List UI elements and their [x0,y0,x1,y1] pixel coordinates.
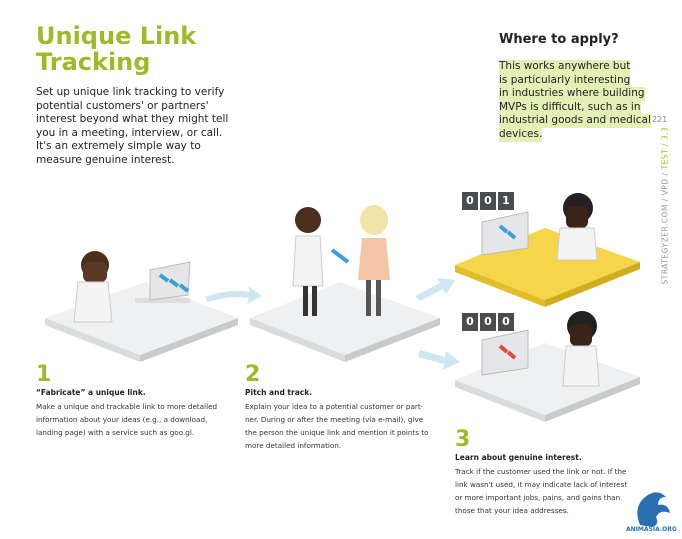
page-number: 221 [652,115,668,124]
sidebar-line: MVPs is difficult, such as in [499,100,641,115]
sidebar-line: is particularly interesting [499,73,631,88]
laptop [481,211,529,256]
step-line: information about your ideas (e.g., a do… [36,415,208,424]
platform-side [140,318,238,362]
intro-line: potential customers' or partners' [36,99,209,112]
leg [376,280,381,316]
step-line: ner. During or after the meeting (via e-… [245,415,424,424]
counter-digit: 0 [480,192,496,210]
sidebar-line: in industries where building [499,87,645,101]
step-heading: Pitch and track. [245,388,313,397]
sidebar-heading: Where to apply? [499,32,619,47]
step-line: Track if the customer used the link or n… [455,467,627,476]
coat [556,227,598,261]
intro-line: It's an extremely simple way to [36,140,201,153]
desk [135,298,190,303]
sidebar-line: This works anywhere but [499,60,631,74]
body [358,238,390,280]
intro-line: interest beyond what they might tell [36,113,229,126]
platform-side [545,377,640,422]
platform-side [455,265,545,307]
breadcrumb-part: TEST / 3.3 [660,126,670,170]
chain-link [330,248,350,264]
leg [312,286,317,316]
chain-link [498,224,517,240]
step-line: more detailed information. [245,441,342,450]
sidebar-line: devices. [499,128,543,142]
platform-side [45,318,140,362]
chain-link [158,273,190,293]
arrow [415,278,455,301]
face [83,262,107,282]
step-line: Explain your idea to a potential custome… [245,402,424,411]
face [570,324,592,346]
counter-digit: 0 [480,313,496,331]
chain-link [498,344,517,360]
step-line: Make a unique and trackable link to more… [36,402,218,411]
arrow [418,350,460,370]
counter-digit: 1 [498,192,514,210]
platform [250,282,440,355]
leg [366,280,371,316]
platform-side [545,262,640,307]
head [360,205,388,235]
counter-digit: 0 [498,313,514,331]
step-line: link wasn't used, it may indicate lack o… [455,480,628,489]
step-line: landing page) with a service such as goo… [36,428,195,437]
coat [292,235,324,287]
platform-side [250,318,345,362]
step-line: or more important jobs, pains, and gains… [455,493,621,502]
arrow [205,286,262,304]
step-number: 1 [36,362,52,387]
breadcrumb-part: STRATEGYZER.COM / VPD / [660,169,670,285]
watermark-logo [637,492,670,527]
intro-line: you in a meeting, interview, or call. [36,126,223,139]
title: Unique Link [36,22,197,50]
step-number: 3 [455,427,471,452]
title: Tracking [36,48,151,76]
coat [73,281,113,323]
counter-digit: 0 [462,313,478,331]
step-heading: “Fabricate” a unique link. [36,388,146,397]
coat [562,345,600,387]
breadcrumb: STRATEGYZER.COM / VPD / TEST / 3.3 [660,127,670,285]
platform-side [345,318,440,362]
sidebar-line: industrial goods and medical [499,114,651,128]
intro-line: Set up unique link tracking to verify [36,86,225,98]
step-line: those that your idea addresses. [455,506,569,515]
step-heading: Learn about genuine interest. [455,453,582,462]
head [295,207,321,233]
watermark: ANIMASIA.ORG [626,526,677,533]
intro-line: measure genuine interest. [36,154,175,166]
face [566,206,588,228]
step-number: 2 [245,362,261,387]
platform-side [455,380,545,422]
counter-digit: 0 [462,192,478,210]
leg [303,286,308,316]
step-line: the person the unique link and mention i… [245,428,429,437]
